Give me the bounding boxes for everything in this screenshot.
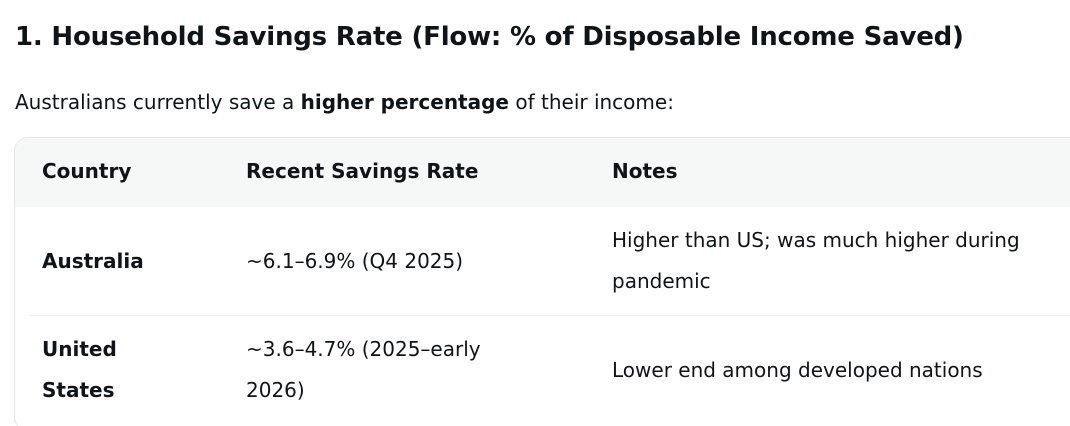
intro-text-bold: higher percentage bbox=[300, 90, 509, 114]
row-us-country-line1: United bbox=[42, 337, 117, 361]
header-recent-savings-rate: Recent Savings Rate bbox=[246, 159, 479, 183]
row-australia-notes-line1: Higher than US; was much higher during bbox=[612, 228, 1020, 252]
savings-rate-table: Country Recent Savings Rate Notes Austra… bbox=[14, 137, 1070, 426]
row-us-rate-line1: ~3.6–4.7% (2025–early bbox=[246, 337, 481, 361]
row-australia-rate: ~6.1–6.9% (Q4 2025) bbox=[246, 249, 464, 273]
header-notes: Notes bbox=[612, 159, 678, 183]
section-heading: 1. Household Savings Rate (Flow: % of Di… bbox=[15, 22, 964, 52]
row-australia-notes-line2: pandemic bbox=[612, 269, 711, 293]
intro-text: Australians currently save a higher perc… bbox=[15, 90, 674, 114]
intro-text-end: of their income: bbox=[509, 90, 674, 114]
table-header-row bbox=[15, 138, 1070, 207]
header-country: Country bbox=[42, 159, 132, 183]
row-us-rate-line2: 2026) bbox=[246, 378, 305, 402]
intro-text-start: Australians currently save a bbox=[15, 90, 301, 114]
row-divider bbox=[29, 315, 1070, 316]
row-australia-country: Australia bbox=[42, 249, 144, 273]
row-us-notes: Lower end among developed nations bbox=[612, 358, 983, 382]
row-us-country-line2: States bbox=[42, 378, 115, 402]
